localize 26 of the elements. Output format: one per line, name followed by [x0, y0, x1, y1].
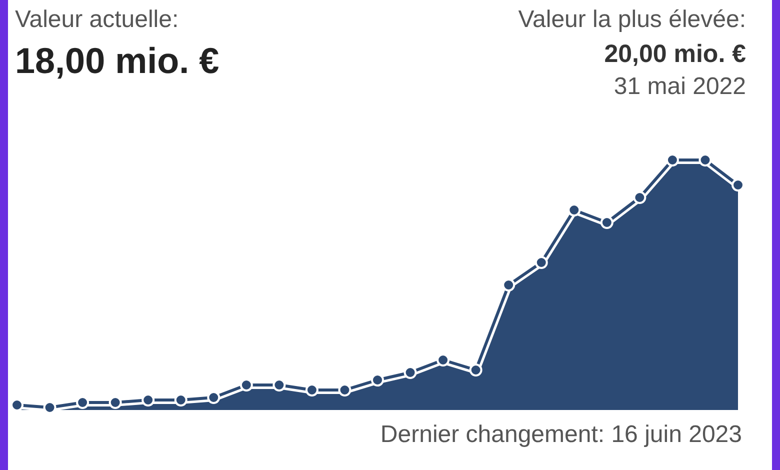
point [272, 378, 286, 392]
point [174, 394, 188, 406]
text: Valeur actuelle: [15, 6, 179, 34]
point [534, 256, 548, 269]
text: 18,00 mio. € [15, 40, 220, 82]
text: 31 mai 2022 [614, 73, 746, 101]
text: Dernier changement: 16 juin 2023 [380, 421, 742, 449]
point [108, 396, 122, 409]
text: Valeur la plus élevée: [518, 6, 746, 34]
point [305, 384, 318, 396]
point [568, 204, 581, 216]
point [76, 396, 90, 409]
text: 20,00 mio. € [604, 40, 746, 69]
point [469, 364, 482, 376]
point [666, 154, 679, 166]
point [43, 401, 56, 414]
point [207, 391, 220, 404]
point [338, 384, 352, 396]
point [698, 154, 712, 166]
point [633, 191, 646, 204]
point [240, 378, 253, 392]
point [404, 366, 417, 379]
point [142, 394, 155, 406]
point [502, 278, 516, 292]
point [600, 216, 614, 229]
point [436, 354, 450, 366]
